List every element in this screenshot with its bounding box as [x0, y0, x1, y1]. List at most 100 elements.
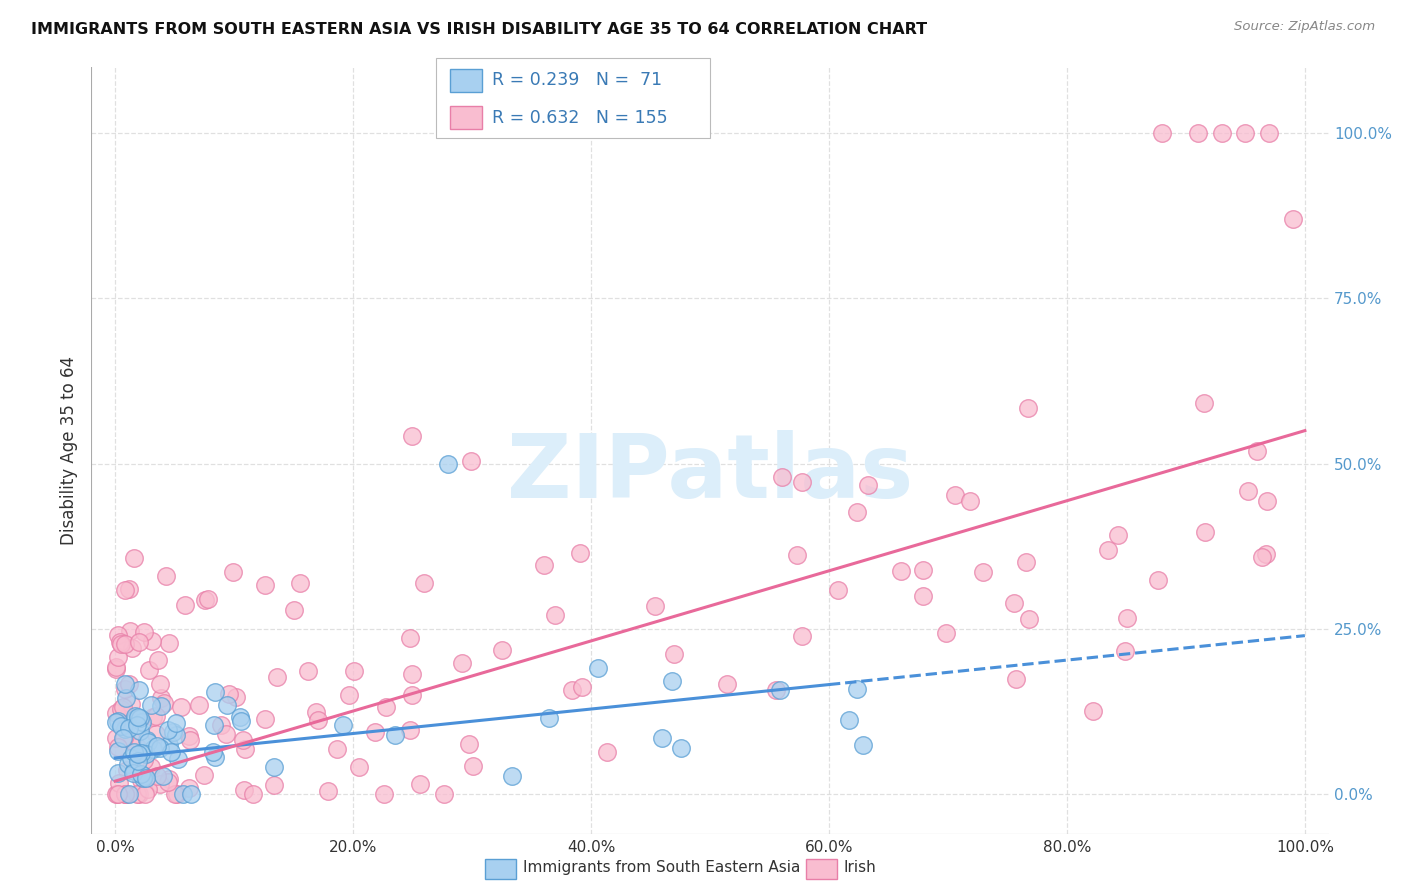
Point	[211, 717, 233, 731]
Point	[263, 759, 285, 773]
Point	[142, 710, 165, 724]
Point	[912, 563, 935, 577]
Point	[105, 706, 128, 720]
Point	[118, 677, 141, 691]
Point	[114, 722, 136, 736]
Point	[229, 714, 252, 728]
Point	[225, 690, 247, 704]
Point	[165, 729, 187, 743]
Point	[1018, 612, 1040, 626]
Point	[852, 738, 875, 752]
Point	[232, 783, 254, 797]
Point	[935, 626, 957, 640]
Point	[132, 625, 155, 640]
Point	[1234, 126, 1257, 140]
Point	[1282, 212, 1305, 227]
Point	[1002, 596, 1025, 610]
Point	[204, 750, 226, 764]
Point	[661, 674, 683, 689]
Point	[145, 769, 167, 783]
Point	[337, 688, 360, 702]
Point	[316, 784, 339, 798]
Point	[1146, 573, 1168, 587]
Point	[669, 741, 692, 756]
Point	[437, 457, 460, 471]
Point	[491, 643, 513, 657]
Y-axis label: Disability Age 35 to 64: Disability Age 35 to 64	[60, 356, 79, 545]
Point	[165, 716, 187, 731]
Point	[156, 774, 179, 789]
Point	[263, 778, 285, 792]
Point	[139, 698, 162, 712]
Point	[1258, 126, 1281, 140]
Point	[128, 683, 150, 698]
Point	[124, 745, 146, 759]
Point	[769, 682, 792, 697]
Point	[838, 714, 860, 728]
Point	[114, 718, 136, 732]
Point	[716, 677, 738, 691]
Point	[145, 709, 167, 723]
Point	[157, 723, 180, 737]
Point	[129, 724, 152, 739]
Point	[136, 782, 159, 797]
Point	[297, 664, 319, 678]
Point	[401, 429, 423, 443]
Point	[110, 719, 132, 733]
Point	[790, 629, 813, 643]
Point	[770, 469, 793, 483]
Point	[105, 714, 128, 729]
Point	[146, 739, 169, 753]
Point	[155, 569, 177, 583]
Point	[110, 701, 132, 715]
Point	[129, 766, 152, 780]
Point	[120, 751, 142, 765]
Point	[117, 709, 139, 723]
Point	[596, 745, 619, 759]
Point	[1256, 494, 1278, 508]
Point	[305, 705, 328, 719]
Point	[132, 746, 155, 760]
Point	[110, 636, 132, 650]
Point	[105, 788, 128, 802]
Point	[157, 772, 180, 787]
Point	[114, 788, 136, 802]
Point	[128, 635, 150, 649]
Point	[172, 788, 194, 802]
Point	[108, 776, 131, 790]
Point	[107, 739, 129, 754]
Point	[644, 599, 666, 614]
Point	[107, 714, 129, 728]
Text: Source: ZipAtlas.com: Source: ZipAtlas.com	[1234, 20, 1375, 33]
Point	[1107, 528, 1129, 542]
Point	[222, 565, 245, 579]
Point	[114, 582, 136, 597]
Point	[173, 598, 195, 612]
Point	[111, 699, 134, 714]
Point	[177, 780, 200, 795]
Point	[398, 723, 420, 737]
Point	[373, 788, 395, 802]
Point	[121, 640, 143, 655]
Point	[139, 760, 162, 774]
Point	[845, 505, 868, 519]
Point	[127, 747, 149, 761]
Point	[131, 715, 153, 730]
Point	[460, 454, 482, 468]
Point	[127, 754, 149, 768]
Point	[242, 788, 264, 802]
Point	[1152, 126, 1174, 140]
Point	[107, 765, 129, 780]
Text: R = 0.632   N = 155: R = 0.632 N = 155	[492, 109, 668, 127]
Point	[571, 681, 593, 695]
Point	[107, 628, 129, 642]
Point	[1115, 611, 1137, 625]
Point	[569, 546, 592, 560]
Point	[218, 686, 240, 700]
Point	[160, 745, 183, 759]
Point	[152, 769, 174, 783]
Point	[266, 670, 288, 684]
Point	[399, 631, 422, 645]
Point	[283, 603, 305, 617]
Point	[153, 696, 176, 710]
